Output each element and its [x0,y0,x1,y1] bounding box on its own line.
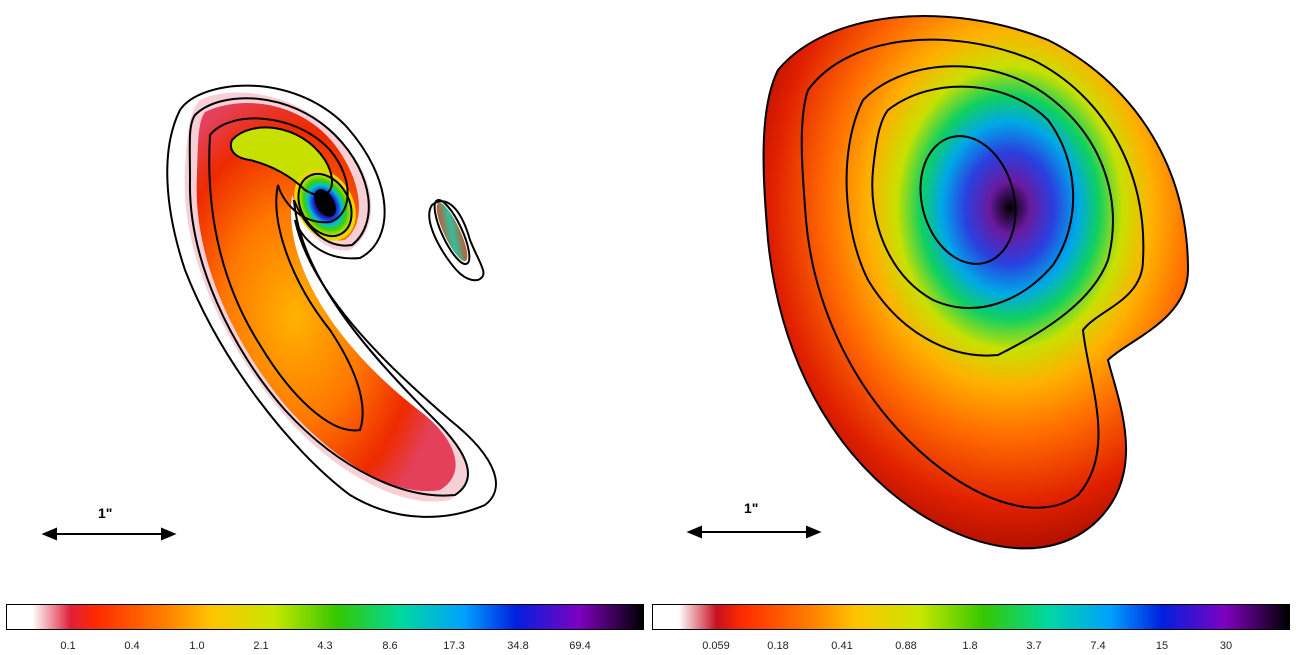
left-colorbar-gradient [7,605,643,629]
left-colorbar-tick: 34.8 [507,640,529,652]
arc-body [196,102,456,492]
left-image-panel: 1" [0,0,648,570]
right-colorbar-tick: 3.7 [1026,640,1042,652]
model-outer-shape [763,15,1188,549]
left-colorbar-tick: 69.4 [569,640,591,652]
left-colorbar-tick: 17.3 [443,640,465,652]
left-colorbar-tick: 0.4 [124,640,140,652]
model-contours [762,15,1190,550]
left-colorbar-tick: 4.3 [317,640,333,652]
right-colorbar-tick: 7.4 [1090,640,1106,652]
observed-arc-image [41,84,497,541]
right-colorbar-tick: 0.18 [767,640,789,652]
scale-bar-label: 1" [744,500,759,516]
counter-image [436,202,468,262]
right-colorbar-gradient [653,605,1289,629]
left-colorbar-tick: 1.0 [189,640,205,652]
right-colorbar-tick: 0.88 [895,640,917,652]
right-colorbar [652,604,1290,630]
right-image-panel: 1" [648,0,1296,570]
scale-bar-arrow-left [41,527,177,541]
left-colorbar-tick: 0.1 [60,640,76,652]
right-colorbar-tick: 15 [1155,640,1169,652]
right-colorbar-tick: 0.059 [702,640,730,652]
arc-contours [166,84,497,518]
scale-bar-label: 1" [98,505,113,521]
scale-bar-arrow-right [686,525,822,539]
right-colorbar-tick: 0.41 [831,640,853,652]
left-colorbar-tick: 8.6 [382,640,398,652]
right-colorbar-tick: 1.8 [962,640,978,652]
left-colorbar-tick: 2.1 [253,640,269,652]
right-colorbar-tick: 30 [1219,640,1233,652]
left-colorbar [6,604,644,630]
model-image [686,15,1190,550]
